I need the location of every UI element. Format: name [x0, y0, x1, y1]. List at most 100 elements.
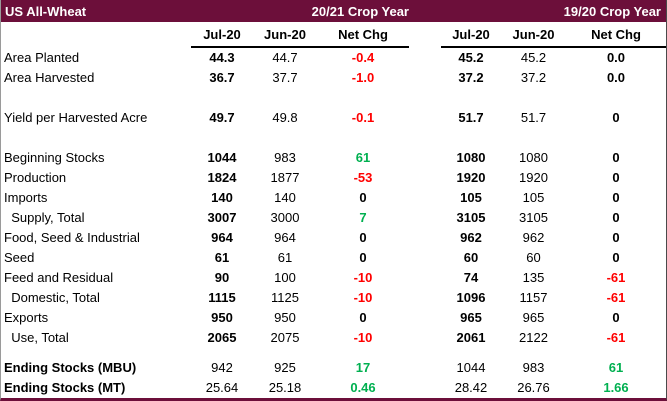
group-gap [409, 47, 441, 68]
table-row: Area Harvested 36.7 37.7 -1.0 37.2 37.2 0.0 [1, 68, 666, 88]
value-cell: 3105 [519, 210, 548, 225]
value-cell: 44.3 [209, 50, 235, 65]
value-cell: 1044 [207, 150, 237, 165]
group-gap [409, 228, 441, 248]
group-gap [409, 188, 441, 208]
spacer-cell [1, 348, 666, 358]
value-cell: 61 [608, 360, 624, 375]
value-cell: 90 [214, 270, 230, 285]
value-cell: 0 [359, 230, 367, 245]
value-cell: 964 [274, 230, 296, 245]
value-cell: 1115 [208, 290, 236, 305]
group-gap [409, 308, 441, 328]
value-cell: 983 [274, 150, 296, 165]
value-cell: 1125 [271, 290, 299, 305]
value-cell: 0 [612, 230, 620, 245]
row-label: Food, Seed & Industrial [4, 230, 140, 245]
value-cell: 0 [359, 190, 367, 205]
col-header-jun20-left: Jun-20 [253, 22, 317, 48]
value-cell: 140 [274, 190, 296, 205]
value-cell: 1157 [519, 290, 548, 305]
group-gap [409, 208, 441, 228]
group-gap [409, 22, 441, 47]
row-label: Use, Total [4, 330, 69, 345]
value-cell: 60 [463, 250, 479, 265]
label-column-header [1, 22, 191, 47]
value-cell: 37.2 [458, 70, 484, 85]
spacer-cell [1, 88, 666, 108]
value-cell: 105 [522, 190, 545, 205]
value-cell: 0 [612, 150, 620, 165]
value-cell: 37.2 [520, 70, 547, 85]
table-row: Area Planted 44.3 44.7 -0.4 45.2 45.2 0.0 [1, 47, 666, 68]
value-cell: 140 [211, 190, 233, 205]
value-cell: 1.66 [603, 380, 629, 395]
spacer-row [1, 348, 666, 358]
spacer-cell [1, 128, 666, 148]
value-cell: 962 [460, 230, 482, 245]
value-cell: 44.7 [272, 50, 298, 65]
value-cell: 0 [612, 110, 620, 125]
row-label: Beginning Stocks [4, 150, 105, 165]
value-cell: 61 [214, 250, 230, 265]
value-cell: 17 [355, 360, 371, 375]
group-gap [409, 168, 441, 188]
row-label: Feed and Residual [4, 270, 114, 285]
column-header-row: Jul-20 Jun-20 Net Chg Jul-20 Jun-20 Net … [1, 22, 666, 48]
value-cell: 942 [211, 360, 233, 375]
value-cell: 51.7 [520, 110, 547, 125]
table-row: Feed and Residual 90 100 -10 74 135 -61 [1, 268, 666, 288]
group-header-1920-crop-year: 19/20 Crop Year [563, 3, 661, 19]
group-gap [409, 148, 441, 168]
value-cell: 26.76 [517, 380, 550, 395]
value-cell: 0 [612, 250, 620, 265]
value-cell: 983 [522, 360, 545, 375]
value-cell: 51.7 [458, 110, 484, 125]
row-label: Area Planted [4, 49, 80, 65]
value-cell: 105 [460, 190, 482, 205]
data-table: Jul-20 Jun-20 Net Chg Jul-20 Jun-20 Net … [1, 22, 666, 398]
table-row: Ending Stocks (MT) 25.64 25.18 0.46 28.42 26.… [1, 378, 666, 398]
group-gap [409, 68, 441, 88]
value-cell: 28.42 [454, 380, 488, 395]
table-row: Supply, Total 3007 3000 7 3105 3105 0 [1, 208, 666, 228]
row-label: Ending Stocks (MBU) [4, 360, 137, 375]
value-cell: 1096 [456, 290, 486, 305]
value-cell: 0 [612, 210, 620, 225]
value-cell: -0.1 [351, 110, 375, 125]
row-label: Production [4, 170, 67, 185]
value-cell: 1824 [207, 170, 237, 185]
row-label: Supply, Total [4, 210, 85, 225]
value-cell: 2061 [456, 330, 486, 345]
value-cell: 61 [277, 250, 293, 265]
value-cell: 37.7 [272, 70, 298, 85]
value-cell: -10 [353, 330, 373, 345]
value-cell: -61 [606, 270, 626, 285]
value-cell: 0.46 [350, 380, 376, 395]
value-cell: 1080 [456, 150, 486, 165]
table-row: Ending Stocks (MBU) 942 925 17 1044 983 61 [1, 358, 666, 378]
value-cell: 74 [463, 270, 479, 285]
col-header-netchg-right: Net Chg [566, 22, 666, 48]
row-label: Seed [4, 250, 35, 265]
col-header-netchg-left: Net Chg [317, 22, 409, 48]
table-row: Yield per Harvested Acre 49.7 49.8 -0.1 51.7… [1, 108, 666, 128]
value-cell: 1044 [456, 360, 486, 375]
value-cell: 964 [211, 230, 233, 245]
value-cell: 965 [460, 310, 482, 325]
value-cell: 36.7 [209, 70, 235, 85]
row-label: Area Harvested [4, 70, 95, 85]
table-row: Imports 140 140 0 105 105 0 [1, 188, 666, 208]
value-cell: 950 [211, 310, 233, 325]
row-label: Domestic, Total [4, 290, 100, 305]
value-cell: -0.4 [351, 50, 375, 65]
value-cell: 962 [522, 230, 545, 245]
value-cell: 925 [274, 360, 296, 375]
value-cell: 950 [274, 310, 296, 325]
value-cell: 45.2 [458, 50, 484, 65]
value-cell: 965 [522, 310, 545, 325]
value-cell: 45.2 [520, 50, 547, 65]
group-gap [409, 108, 441, 128]
title-bar: US All-Wheat 20/21 Crop Year 19/20 Crop … [1, 0, 666, 22]
